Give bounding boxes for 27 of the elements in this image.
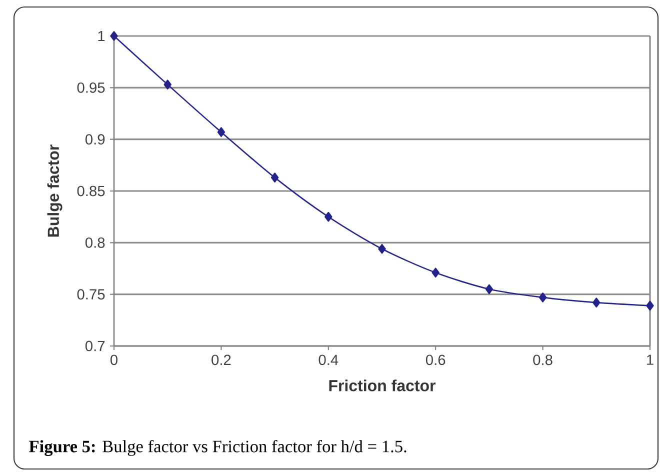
point	[110, 31, 118, 41]
text: Figure 5: Bulge factor vs Friction factor for h/d = 1.5.	[29, 440, 406, 456]
x-tick-label: 0.4	[318, 354, 338, 366]
point	[485, 284, 494, 294]
y-tick-label: 0.75	[77, 289, 105, 300]
point	[270, 172, 279, 182]
point	[217, 127, 226, 138]
y-tick-label: 0.95	[77, 82, 105, 93]
y-tick-label: 0.85	[77, 186, 105, 196]
y-tick-label: 1	[98, 30, 105, 42]
x-tick-label: 0	[110, 354, 118, 366]
x-tick-label: 0.2	[212, 354, 231, 366]
x-axis-title: Friction factor	[329, 380, 436, 392]
point	[538, 292, 547, 302]
point	[164, 80, 172, 90]
point	[324, 212, 332, 222]
y-axis-title: Bulge factor	[47, 144, 62, 237]
x-tick-label: 0.8	[533, 354, 552, 366]
point	[432, 268, 440, 278]
point	[592, 298, 600, 308]
point	[378, 244, 386, 254]
y-tick-label: 0.8	[85, 237, 105, 248]
x-tick-label: 0.6	[426, 354, 446, 366]
x-tick-label: 1	[647, 354, 654, 365]
point	[646, 300, 654, 311]
y-tick-label: 0.9	[85, 134, 105, 145]
y-tick-label: 0.7	[85, 340, 105, 352]
